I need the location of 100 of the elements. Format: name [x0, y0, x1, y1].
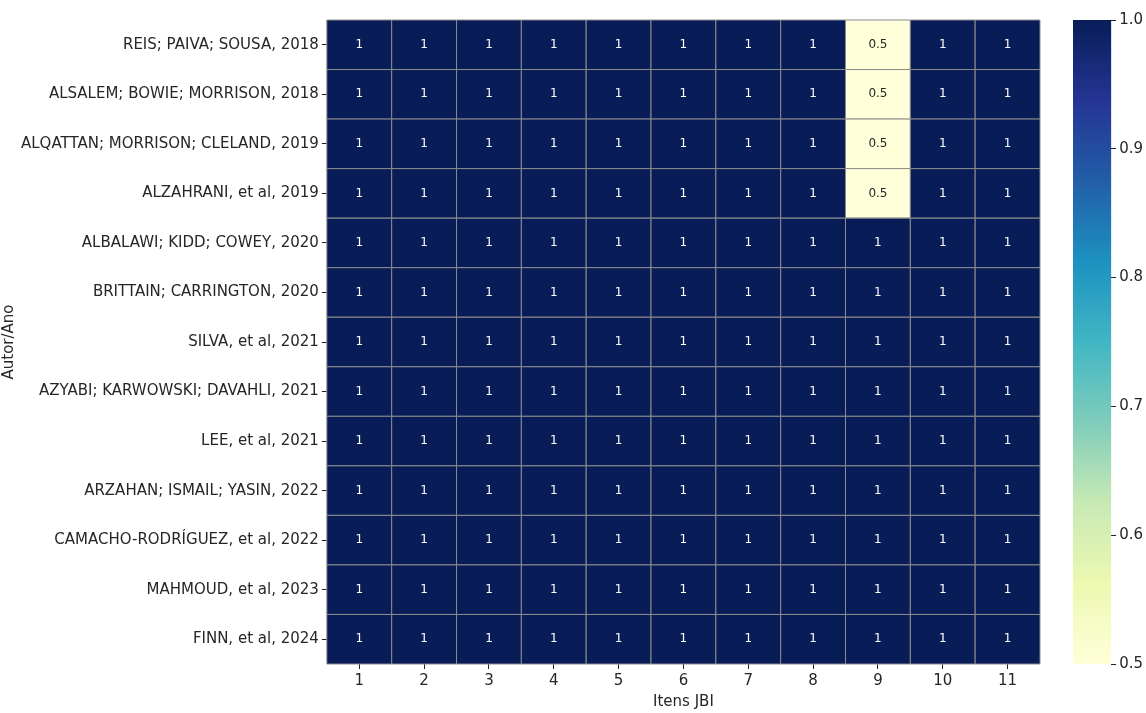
data-label: 1 [614, 383, 623, 398]
data-label: 1 [549, 532, 558, 547]
data-label: 1 [355, 433, 364, 448]
data-label: 1 [355, 334, 364, 349]
data-label: 1 [809, 532, 817, 547]
data-label: 1 [1003, 532, 1012, 547]
data-label: 1 [679, 86, 688, 101]
x-tick-label: 10 [933, 670, 953, 689]
data-label: 1 [420, 185, 428, 200]
data-label: 1 [938, 135, 947, 150]
data-label: 1 [874, 383, 882, 398]
data-label: 1 [420, 433, 428, 448]
y-tick-label: FINN, et al, 2024 [192, 629, 319, 648]
x-tick-label: 4 [549, 670, 559, 689]
data-label: 1 [485, 235, 493, 250]
color-bar-label: 1.0 [1119, 9, 1143, 28]
data-label: 1 [549, 631, 558, 646]
data-label: 1 [355, 383, 364, 398]
data-label: 1 [744, 185, 753, 200]
color-bar-label: 0.9 [1119, 138, 1143, 157]
y-tick-label: AZYABI; KARWOWSKI; DAVAHLI, 2021 [38, 381, 319, 400]
data-label: 1 [485, 383, 493, 398]
data-label: 1 [485, 532, 493, 547]
x-tick-label: 6 [678, 670, 689, 689]
data-label: 1 [1003, 185, 1012, 200]
color-bar-label: 0.6 [1119, 525, 1143, 544]
data-label: 1 [614, 36, 623, 51]
data-label: 1 [614, 334, 623, 349]
x-axis-title: Itens JBI [653, 691, 714, 710]
data-label: 1 [1003, 433, 1012, 448]
data-label: 1 [679, 235, 688, 250]
data-label: 1 [485, 135, 493, 150]
data-label: 1 [809, 383, 817, 398]
y-tick-label: ALSALEM; BOWIE; MORRISON, 2018 [48, 84, 319, 103]
data-label: 1 [744, 532, 753, 547]
color-bar-label: 0.7 [1119, 396, 1143, 415]
data-label: 1 [420, 383, 428, 398]
data-label: 1 [1003, 235, 1012, 250]
data-label: 1 [679, 135, 688, 150]
data-label: 1 [1003, 284, 1012, 299]
data-label: 1 [938, 532, 947, 547]
data-label: 1 [485, 86, 493, 101]
x-tick-label: 2 [419, 670, 429, 689]
data-label: 1 [614, 86, 623, 101]
y-tick-label: REIS; PAIVA; SOUSA, 2018 [122, 34, 319, 53]
x-tick-label: 11 [998, 670, 1018, 689]
x-tick-label: 1 [354, 670, 365, 689]
y-tick-label: ALBALAWI; KIDD; COWEY, 2020 [81, 232, 319, 251]
data-label: 1 [485, 334, 493, 349]
data-label: 0.5 [868, 135, 888, 150]
data-label: 1 [809, 284, 817, 299]
data-label: 1 [420, 284, 428, 299]
data-label: 1 [874, 631, 882, 646]
data-label: 1 [614, 433, 623, 448]
data-label: 1 [549, 433, 558, 448]
data-label: 1 [549, 36, 558, 51]
data-label: 1 [355, 135, 364, 150]
data-label: 1 [809, 86, 817, 101]
data-label: 1 [679, 532, 688, 547]
y-axis-title: Autor/Ano [0, 304, 17, 380]
data-label: 1 [614, 284, 623, 299]
data-label: 1 [874, 235, 882, 250]
data-label: 1 [1003, 383, 1012, 398]
data-label: 1 [420, 532, 428, 547]
data-label: 1 [744, 135, 753, 150]
data-label: 1 [549, 383, 558, 398]
data-label: 1 [355, 482, 364, 497]
data-label: 1 [355, 581, 364, 596]
data-label: 1 [679, 383, 688, 398]
data-label: 1 [809, 235, 817, 250]
data-label: 1 [679, 482, 688, 497]
data-label: 0.5 [868, 36, 888, 51]
data-label: 1 [679, 334, 688, 349]
data-label: 1 [809, 36, 817, 51]
data-label: 1 [809, 135, 817, 150]
data-label: 1 [614, 631, 623, 646]
data-label: 1 [549, 135, 558, 150]
data-label: 1 [420, 581, 428, 596]
data-label: 1 [938, 581, 947, 596]
data-label: 1 [938, 631, 947, 646]
y-tick-label: ARZAHAN; ISMAIL; YASIN, 2022 [84, 480, 319, 499]
data-label: 1 [485, 185, 493, 200]
data-label: 1 [420, 36, 428, 51]
data-label: 1 [355, 631, 364, 646]
data-label: 1 [1003, 581, 1012, 596]
data-label: 1 [355, 532, 364, 547]
x-tick-label: 7 [743, 670, 754, 689]
data-label: 0.5 [868, 86, 888, 101]
data-label: 1 [744, 235, 753, 250]
x-tick-label: 5 [613, 670, 624, 689]
data-label: 1 [679, 631, 688, 646]
data-label: 1 [549, 581, 558, 596]
color-bar-label: 0.8 [1119, 267, 1143, 286]
data-label: 1 [679, 36, 688, 51]
data-label: 1 [549, 235, 558, 250]
data-label: 0.5 [868, 185, 888, 200]
data-label: 1 [549, 482, 558, 497]
data-label: 1 [938, 185, 947, 200]
data-label: 1 [679, 284, 688, 299]
data-label: 1 [1003, 482, 1012, 497]
